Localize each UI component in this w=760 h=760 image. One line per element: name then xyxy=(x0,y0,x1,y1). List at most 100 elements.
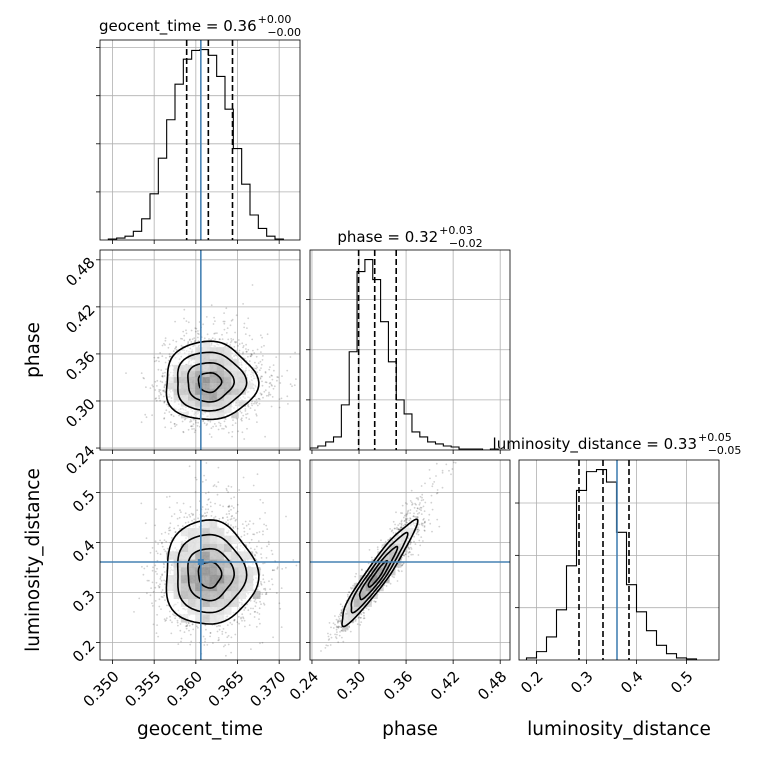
sample-point xyxy=(163,400,166,403)
sample-point xyxy=(280,626,283,628)
sample-point xyxy=(246,327,248,329)
sample-point xyxy=(261,641,264,644)
sample-point xyxy=(242,351,245,354)
sample-point xyxy=(245,343,248,346)
sample-point xyxy=(270,374,273,377)
sample-point xyxy=(259,498,262,501)
sample-point xyxy=(242,345,245,347)
sample-point xyxy=(177,624,179,627)
sample-point xyxy=(226,636,229,639)
sample-point xyxy=(271,578,273,580)
sample-point xyxy=(140,421,143,424)
sample-point xyxy=(164,383,167,386)
sample-point xyxy=(226,342,228,345)
density-cell xyxy=(231,412,239,419)
sample-point xyxy=(240,411,243,414)
sample-point xyxy=(153,360,156,363)
sample-point xyxy=(228,505,231,508)
sample-point xyxy=(174,531,177,533)
sample-point xyxy=(164,361,167,364)
sample-point xyxy=(164,344,166,346)
sample-point xyxy=(187,428,190,431)
sample-point xyxy=(264,512,266,514)
sample-point xyxy=(165,368,168,371)
sample-point xyxy=(162,395,165,398)
sample-point xyxy=(233,619,236,622)
sample-point xyxy=(254,409,256,411)
sample-point xyxy=(281,568,284,570)
sample-point xyxy=(145,537,148,540)
sample-point xyxy=(156,379,159,382)
sample-point xyxy=(188,339,191,341)
sample-point xyxy=(158,390,161,393)
luminosity-distance-title-sup: +0.05 xyxy=(698,431,732,444)
sample-point xyxy=(212,485,215,487)
sample-point xyxy=(168,353,171,355)
sample-point xyxy=(173,527,176,530)
sample-point xyxy=(193,337,196,340)
sample-point xyxy=(255,413,258,415)
sample-point xyxy=(225,654,227,657)
sample-point xyxy=(219,625,222,627)
sample-point xyxy=(230,524,232,526)
sample-point xyxy=(194,491,197,493)
sample-point xyxy=(257,585,260,588)
sample-point xyxy=(159,576,162,578)
sample-point xyxy=(278,406,281,409)
sample-point xyxy=(229,344,232,346)
sample-point xyxy=(258,618,260,620)
sample-point xyxy=(168,343,171,346)
sample-point xyxy=(269,393,272,396)
sample-point xyxy=(212,425,215,428)
sample-point xyxy=(181,338,184,340)
sample-point xyxy=(219,338,221,341)
sample-point xyxy=(253,600,256,603)
sample-point xyxy=(205,424,208,426)
sample-point xyxy=(174,320,177,323)
sample-point xyxy=(197,330,199,332)
sample-point xyxy=(181,525,184,527)
sample-point xyxy=(260,393,263,396)
sample-point xyxy=(238,349,241,352)
sample-point xyxy=(170,414,173,416)
sample-point xyxy=(163,400,166,403)
sample-point xyxy=(180,640,182,643)
sample-point xyxy=(247,317,250,320)
sample-point xyxy=(260,375,263,378)
sample-point xyxy=(208,433,211,436)
sample-point xyxy=(260,557,263,559)
sample-point xyxy=(168,411,171,413)
sample-point xyxy=(188,465,191,468)
panel-frame-geocent-time xyxy=(99,39,301,241)
sample-point xyxy=(216,332,218,334)
sample-point xyxy=(163,417,166,420)
contour-geocent-time-vs-phase xyxy=(197,371,223,394)
sample-point xyxy=(262,355,264,357)
sample-point xyxy=(186,516,189,519)
panel-frame-geocent-time-vs-phase xyxy=(99,249,301,451)
sample-point xyxy=(205,492,207,495)
sample-point xyxy=(234,525,237,528)
sample-point xyxy=(227,338,230,341)
sample-point xyxy=(223,322,226,325)
sample-point xyxy=(233,496,236,499)
x-axis-label-phase: phase xyxy=(382,719,438,740)
sample-point xyxy=(204,624,207,627)
sample-point xyxy=(219,424,222,427)
sample-point xyxy=(268,391,270,394)
sample-point xyxy=(259,377,262,380)
sample-point xyxy=(242,414,245,417)
sample-point xyxy=(249,407,252,409)
sample-point xyxy=(214,338,217,340)
sample-point xyxy=(252,349,254,352)
sample-point xyxy=(236,510,239,513)
sample-point xyxy=(242,346,245,349)
sample-point xyxy=(217,624,220,627)
sample-point xyxy=(161,545,164,548)
sample-point xyxy=(264,371,267,374)
sample-point xyxy=(260,603,262,606)
y-tick-label-luminosity-distance: 0.2 xyxy=(69,636,99,666)
histogram-group-luminosity-distance xyxy=(525,460,698,660)
sample-point xyxy=(251,400,254,403)
sample-point xyxy=(245,524,248,527)
